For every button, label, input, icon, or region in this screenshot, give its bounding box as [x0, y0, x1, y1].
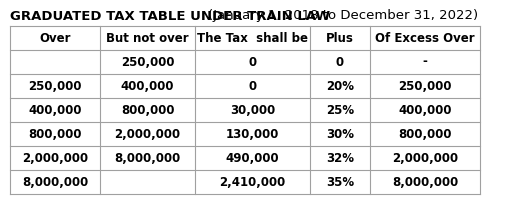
Text: 0: 0 [248, 56, 257, 68]
Text: 400,000: 400,000 [121, 80, 174, 93]
Text: 0: 0 [336, 56, 344, 68]
Text: 2,410,000: 2,410,000 [220, 176, 286, 188]
Text: Plus: Plus [326, 32, 354, 44]
Text: 0: 0 [248, 80, 257, 93]
Text: Of Excess Over: Of Excess Over [375, 32, 475, 44]
Text: 130,000: 130,000 [226, 127, 279, 141]
Text: But not over: But not over [106, 32, 189, 44]
Text: 30,000: 30,000 [230, 103, 275, 117]
Text: 800,000: 800,000 [398, 127, 452, 141]
Text: 8,000,000: 8,000,000 [392, 176, 458, 188]
Text: 800,000: 800,000 [28, 127, 82, 141]
Text: -: - [422, 56, 428, 68]
Text: 35%: 35% [326, 176, 354, 188]
Text: 250,000: 250,000 [398, 80, 452, 93]
Text: 20%: 20% [326, 80, 354, 93]
Text: The Tax  shall be: The Tax shall be [197, 32, 308, 44]
Text: (January 1, 2018 to December 31, 2022): (January 1, 2018 to December 31, 2022) [209, 9, 478, 22]
Text: 400,000: 400,000 [28, 103, 82, 117]
Text: 25%: 25% [326, 103, 354, 117]
Text: 8,000,000: 8,000,000 [114, 152, 181, 164]
Text: 30%: 30% [326, 127, 354, 141]
Text: 250,000: 250,000 [121, 56, 174, 68]
Text: Over: Over [39, 32, 71, 44]
Text: 32%: 32% [326, 152, 354, 164]
Text: 800,000: 800,000 [121, 103, 174, 117]
Text: 8,000,000: 8,000,000 [22, 176, 88, 188]
Text: 400,000: 400,000 [398, 103, 452, 117]
Text: 490,000: 490,000 [226, 152, 279, 164]
Text: 2,000,000: 2,000,000 [392, 152, 458, 164]
Text: 2,000,000: 2,000,000 [114, 127, 181, 141]
Text: GRADUATED TAX TABLE UNDER TRAIN LAW: GRADUATED TAX TABLE UNDER TRAIN LAW [10, 9, 335, 22]
Text: 250,000: 250,000 [28, 80, 82, 93]
Text: 2,000,000: 2,000,000 [22, 152, 88, 164]
